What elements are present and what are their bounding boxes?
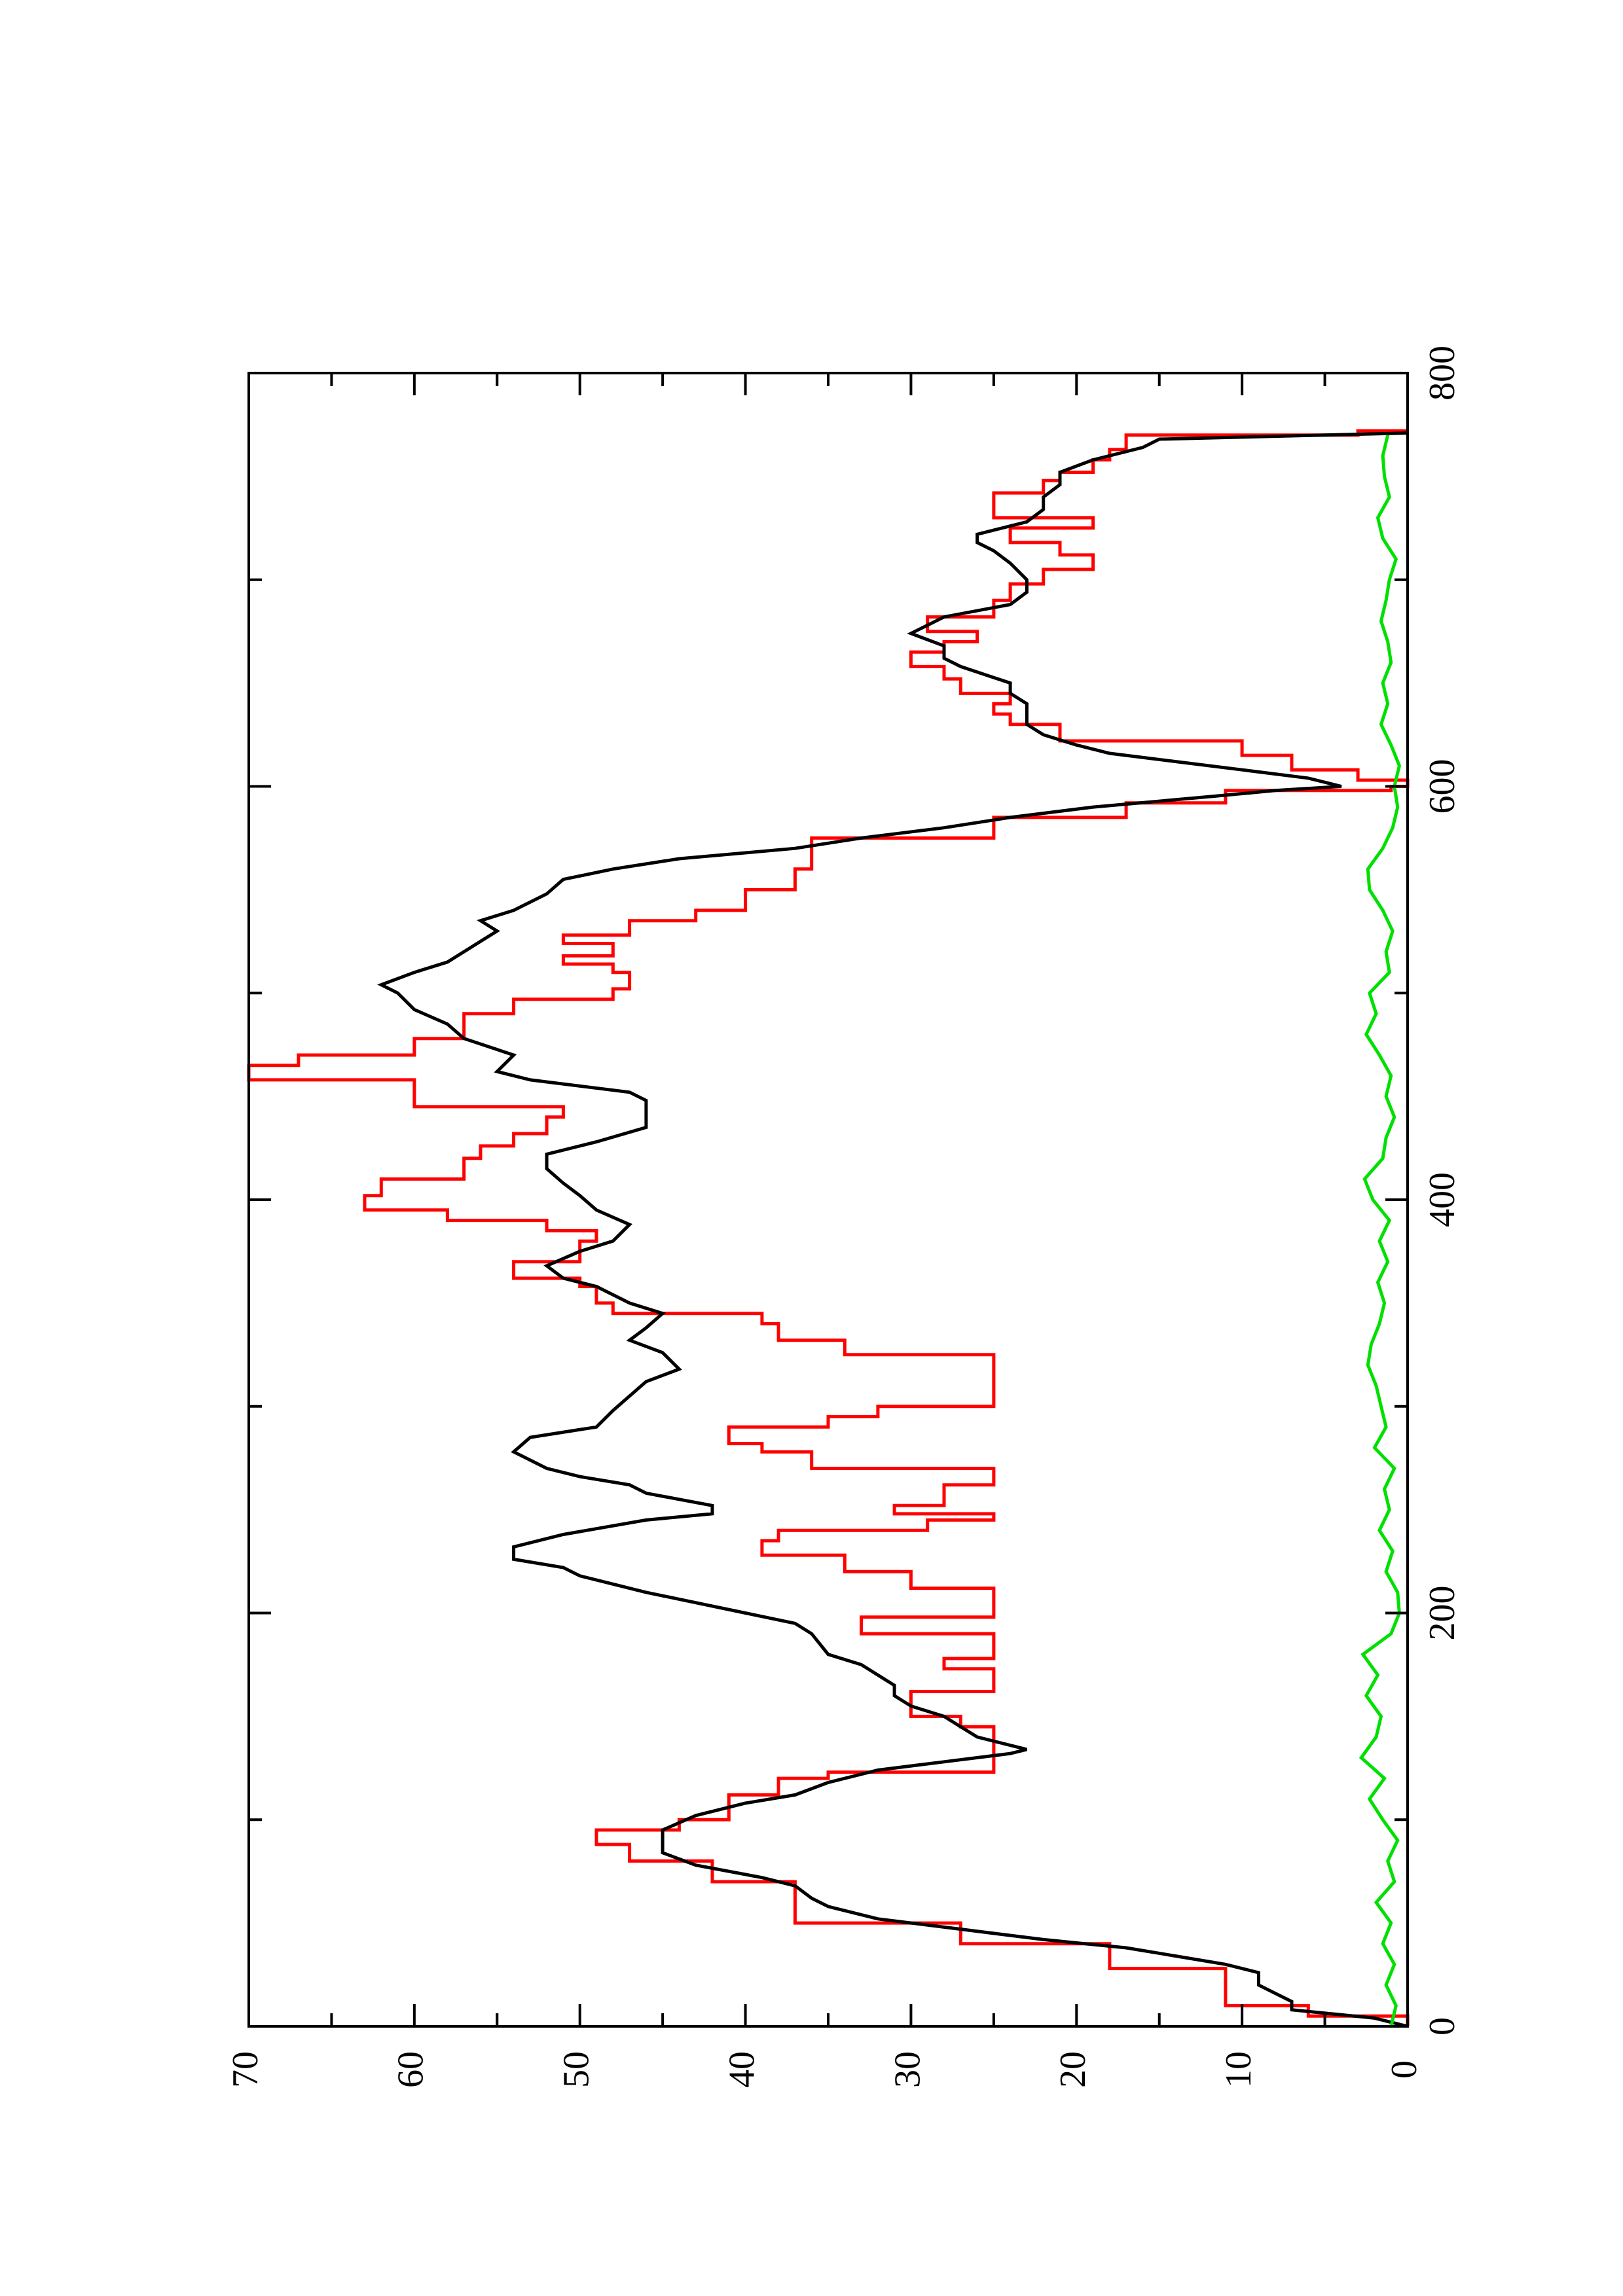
chart-marks (247, 429, 1410, 2028)
y-tick-label: 0 (1384, 2060, 1425, 2079)
chart-axes: 0 200 400 600 800 0 10 20 30 40 50 60 70 (225, 346, 1463, 2088)
series-line-3 (1359, 435, 1402, 2027)
x-tick-label: 800 (1422, 346, 1463, 401)
y-tick-label: 70 (225, 2051, 266, 2088)
x-tick-label: 200 (1422, 1586, 1463, 1641)
y-tick-label: 40 (721, 2051, 762, 2088)
y-tick-label: 10 (1218, 2051, 1259, 2088)
series-line-2 (377, 431, 1408, 2028)
y-tick-label: 20 (1053, 2051, 1093, 2088)
x-tick-label: 600 (1422, 759, 1463, 814)
y-tick-label: 60 (391, 2051, 431, 2088)
x-tick-label: 0 (1422, 2017, 1463, 2036)
x-tick-label: 400 (1422, 1172, 1463, 1227)
y-tick-label: 50 (556, 2051, 597, 2088)
series-line-1 (247, 429, 1410, 2026)
y-tick-label: 30 (887, 2051, 928, 2088)
